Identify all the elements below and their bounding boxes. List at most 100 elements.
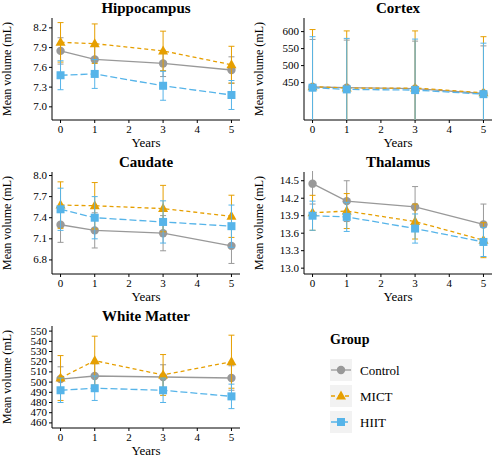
- y-axis-label: Mean volume (mL): [0, 176, 14, 270]
- error-bar: [310, 201, 316, 230]
- y-axis-label: Mean volume (mL): [252, 176, 266, 270]
- y-tick: [49, 47, 52, 48]
- series-line: [61, 376, 232, 379]
- legend-marker: [336, 391, 346, 400]
- marker: [343, 213, 351, 221]
- x-axis-label: Years: [131, 443, 160, 458]
- error-bar: [228, 205, 234, 247]
- marker: [90, 355, 100, 364]
- series-line: [313, 88, 484, 94]
- legend-label: MICT: [360, 389, 393, 404]
- y-tick-label: 13.3: [280, 244, 300, 256]
- x-tick-label: 2: [126, 123, 132, 135]
- series-line: [61, 51, 232, 70]
- x-tick-label: 4: [447, 123, 453, 135]
- x-tick-label: 3: [160, 431, 166, 443]
- panel: Hippocampus7.07.37.67.98.2012345YearsMea…: [0, 0, 240, 150]
- marker: [91, 214, 99, 222]
- panel: Thalamus13.013.313.613.914.214.5012345Ye…: [252, 154, 492, 304]
- y-tick: [49, 351, 52, 352]
- legend: GroupControlMICTHIIT: [330, 332, 400, 433]
- x-axis: [52, 120, 240, 121]
- y-tick-label: 14.2: [280, 192, 299, 204]
- y-tick: [301, 233, 304, 234]
- marker: [158, 45, 168, 54]
- error-bar: [58, 61, 64, 90]
- error-bar: [228, 384, 234, 408]
- y-axis: [52, 18, 53, 120]
- y-tick: [49, 27, 52, 28]
- y-tick: [49, 422, 52, 423]
- x-axis-label: Years: [131, 135, 160, 150]
- legend-label: Control: [360, 363, 400, 378]
- error-bar: [160, 71, 166, 100]
- y-tick: [301, 31, 304, 32]
- x-tick-label: 4: [195, 123, 201, 135]
- x-tick-label: 2: [378, 277, 384, 289]
- marker: [479, 89, 487, 97]
- x-tick-label: 2: [378, 123, 384, 135]
- plot-area: [308, 30, 489, 120]
- marker: [309, 212, 317, 220]
- y-tick: [301, 65, 304, 66]
- legend-key: [330, 385, 352, 407]
- error-bar: [310, 30, 316, 120]
- marker: [308, 179, 316, 187]
- y-tick-label: 6.8: [33, 253, 47, 265]
- x-tick-label: 3: [160, 123, 166, 135]
- error-bar: [412, 39, 418, 120]
- y-tick-label: 7.0: [33, 100, 47, 112]
- y-tick: [301, 198, 304, 199]
- plot-area: [56, 335, 237, 408]
- error-bar: [58, 378, 64, 402]
- x-tick-label: 4: [195, 277, 201, 289]
- panel: White Matter4604704804905005105205305405…: [0, 308, 240, 458]
- y-axis: [304, 172, 305, 274]
- marker: [227, 91, 235, 99]
- title: Thalamus: [366, 154, 430, 170]
- y-tick-label: 7.7: [33, 190, 47, 202]
- plot-area: [56, 182, 237, 264]
- x-tick-label: 1: [92, 431, 98, 443]
- y-axis-label: Mean volume (mL): [252, 22, 266, 116]
- marker: [57, 71, 65, 79]
- legend-label: HIIT: [360, 415, 386, 430]
- legend-key: [330, 359, 352, 381]
- x-tick-label: 0: [58, 123, 64, 135]
- y-tick: [49, 175, 52, 176]
- x-tick-label: 1: [344, 123, 350, 135]
- y-tick: [49, 341, 52, 342]
- marker: [91, 70, 99, 78]
- y-tick: [301, 82, 304, 83]
- y-tick: [49, 361, 52, 362]
- y-tick: [49, 67, 52, 68]
- error-bar: [310, 195, 316, 230]
- y-axis-label: Mean volume (mL): [0, 330, 14, 424]
- series-line: [61, 388, 232, 396]
- marker: [57, 205, 65, 213]
- series-line: [313, 87, 484, 93]
- y-axis: [304, 18, 305, 120]
- x-axis: [304, 120, 492, 121]
- x-tick-label: 0: [310, 123, 316, 135]
- marker: [227, 222, 235, 230]
- marker: [343, 85, 351, 93]
- y-tick: [49, 259, 52, 260]
- legend-entry: MICT: [330, 385, 393, 407]
- legend-key: [330, 411, 352, 433]
- marker: [309, 84, 317, 92]
- marker: [227, 392, 235, 400]
- x-tick-label: 5: [481, 277, 487, 289]
- title: White Matter: [102, 308, 190, 324]
- error-bar: [480, 223, 486, 258]
- series-line: [61, 42, 232, 64]
- series-line: [61, 205, 232, 216]
- plot-area: [308, 171, 489, 258]
- marker: [411, 225, 419, 233]
- error-bar: [344, 38, 350, 120]
- error-bar: [160, 378, 166, 402]
- marker: [479, 90, 487, 98]
- y-axis-label: Mean volume (mL): [0, 22, 14, 116]
- y-tick-label: 7.9: [33, 41, 47, 53]
- y-tick-label: 520: [31, 355, 48, 367]
